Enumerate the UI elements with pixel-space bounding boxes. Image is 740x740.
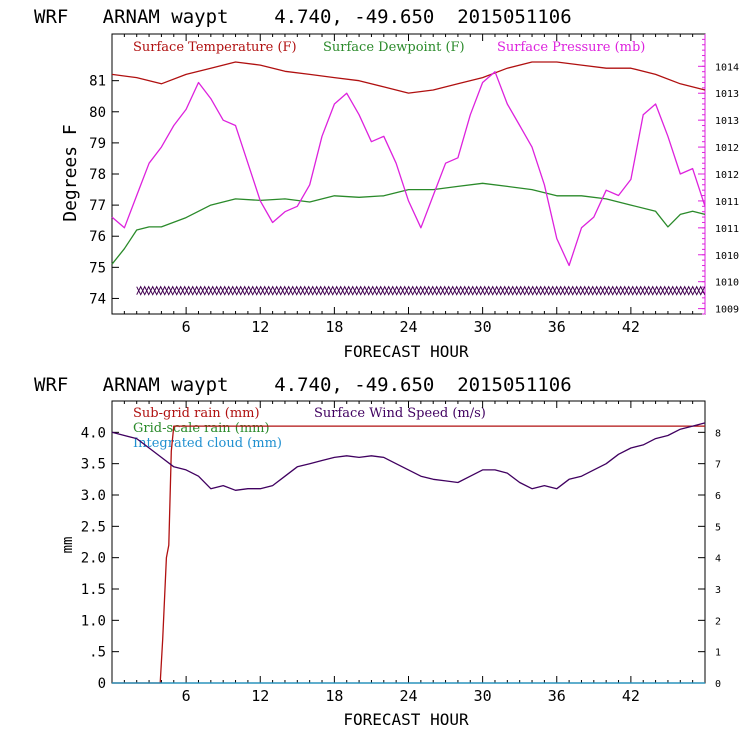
legend-grid-scale-rain: Grid-scale rain (mm): [133, 421, 270, 436]
chart-2-y-tick-label: 2.5: [81, 519, 106, 535]
chart-1-y2-tick-label: 1012.5: [715, 143, 740, 154]
chart-2-series-sub-grid-rain-mm: [112, 425, 705, 684]
chart-2-y-tick-label: .5: [89, 645, 106, 661]
chart-1-y2-tick-label: 1011.0: [715, 224, 740, 235]
chart-1-ylabel: Degrees F: [60, 124, 81, 222]
chart-2-y-tick-label: 0: [98, 676, 106, 692]
chart-2-y2-tick-label: 6: [715, 491, 721, 502]
chart-1-series-surface-pressure-mb: [111, 71, 706, 267]
chart-1-x-tick-label: 36: [548, 318, 566, 336]
chart-1-y2-tick-label: 1009.5: [715, 305, 740, 316]
chart-1-x-tick-label: 42: [622, 318, 640, 336]
chart-1-x-tick-label: 6: [182, 318, 191, 336]
chart-2-x-tick-label: 24: [399, 687, 417, 705]
chart-1-x-tick-label: 30: [474, 318, 492, 336]
legend-surface-dewpoint: Surface Dewpoint (F): [323, 40, 465, 55]
chart-2-series-surface-wind-speed-m-s: [111, 422, 706, 491]
chart-2-y2-tick-label: 7: [715, 460, 721, 471]
chart-1-y2-tick-label: 1010.0: [715, 278, 740, 289]
chart-2-y-tick-label: 1.5: [81, 582, 106, 598]
chart-2-y-tick-label: 2.0: [81, 551, 106, 567]
chart-1-x-tick-label: 12: [251, 318, 269, 336]
chart-2-y2-tick-label: 8: [715, 428, 721, 439]
chart-1-y2-tick-label: 1011.5: [715, 197, 740, 208]
chart-1-y-tick-label: 80: [89, 105, 106, 121]
chart-2-x-tick-label: 18: [325, 687, 343, 705]
chart-1-y2-tick-label: 1014.0: [715, 62, 740, 73]
chart-2-y2-tick-label: 5: [715, 522, 721, 533]
chart-1-x-tick-label: 18: [325, 318, 343, 336]
chart-2-ylabel: mm: [60, 537, 76, 554]
chart-2-y2-tick-label: 1: [715, 648, 721, 659]
chart-1-y-tick-label: 79: [89, 136, 106, 152]
chart-2-y2-tick-label: 0: [715, 679, 721, 690]
chart-1-series-zigzag-a: [136, 285, 706, 296]
chart-2-y-tick-label: 4.0: [81, 425, 106, 441]
chart-1-series-surface-dewpoint-f: [111, 182, 706, 265]
chart-1-y-tick-label: 75: [89, 260, 106, 276]
chart-2-x-tick-label: 36: [548, 687, 566, 705]
chart-1-y2-tick-label: 1013.5: [715, 89, 740, 100]
chart-1-y-tick-label: 81: [89, 74, 106, 90]
chart-2-y-tick-label: 3.5: [81, 457, 106, 473]
chart-1-series-zigzag-b: [136, 285, 706, 296]
chart-2-y-tick-label: 1.0: [81, 613, 106, 629]
chart-1-y-tick-label: 76: [89, 229, 106, 245]
chart-1-plot-frame: [111, 33, 706, 315]
chart-2-y2-tick-label: 2: [715, 616, 721, 627]
chart-2-y2-tick-label: 3: [715, 585, 721, 596]
chart-2-y2-tick-label: 4: [715, 554, 721, 565]
chart-1-y-tick-label: 77: [89, 198, 106, 214]
chart-1-xlabel: FORECAST HOUR: [343, 342, 469, 361]
chart-1-y2-tick-label: 1013.0: [715, 116, 740, 127]
chart-2-x-tick-label: 6: [182, 687, 191, 705]
chart-1-y2-tick-label: 1010.5: [715, 251, 740, 262]
legend-surface-wind-speed: Surface Wind Speed (m/s): [314, 406, 486, 421]
chart-2-x-tick-label: 42: [622, 687, 640, 705]
legend-sub-grid-rain: Sub-grid rain (mm): [133, 406, 260, 421]
chart-1-x-tick-label: 24: [399, 318, 417, 336]
legend-surface-temperature: Surface Temperature (F): [133, 40, 297, 55]
chart-2-x-tick-label: 12: [251, 687, 269, 705]
chart-1-series-surface-temperature-f: [111, 61, 706, 94]
legend-surface-pressure: Surface Pressure (mb): [497, 40, 645, 55]
chart-1-y-tick-label: 74: [89, 291, 106, 307]
chart-2-y-tick-label: 3.0: [81, 488, 106, 504]
chart-2-xlabel: FORECAST HOUR: [343, 710, 469, 729]
chart-1-y2-tick-label: 1012.0: [715, 170, 740, 181]
chart-1-y-tick-label: 78: [89, 167, 106, 183]
chart-1-title: WRF ARNAM waypt 4.740, -49.650 201505110…: [34, 6, 572, 28]
chart-2-title: WRF ARNAM waypt 4.740, -49.650 201505110…: [34, 374, 572, 396]
legend-integrated-cloud: Integrated cloud (mm): [133, 436, 282, 451]
chart-2-x-tick-label: 30: [474, 687, 492, 705]
